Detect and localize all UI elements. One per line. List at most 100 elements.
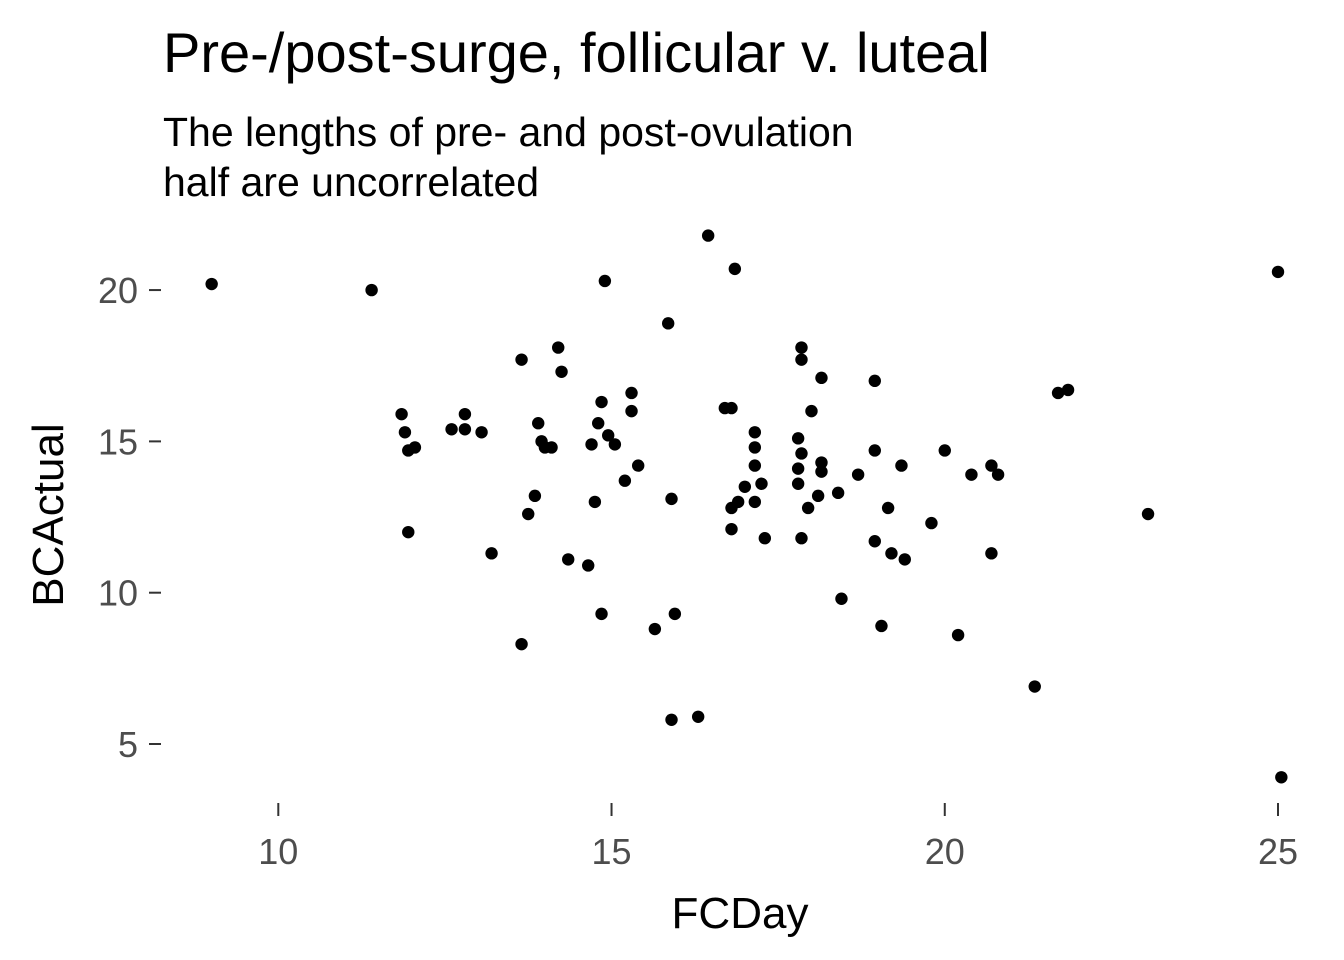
data-point — [668, 607, 682, 621]
data-point — [562, 553, 575, 566]
chart-title: Pre-/post-surge, follicular v. luteal — [163, 21, 990, 84]
data-point — [885, 547, 898, 560]
data-point — [738, 480, 752, 493]
data-point — [805, 404, 818, 418]
data-point — [408, 441, 422, 454]
data-point — [748, 441, 762, 454]
data-point — [748, 459, 762, 472]
data-point — [875, 619, 888, 633]
data-point — [445, 423, 458, 436]
y-tick-label: 5 — [118, 724, 138, 765]
data-point — [815, 456, 828, 469]
data-point — [815, 465, 828, 478]
chart-subtitle-line-2: half are uncorrelated — [163, 159, 539, 205]
chart-subtitle-line-1: The lengths of pre- and post-ovulation — [163, 109, 854, 155]
data-point — [851, 468, 865, 481]
data-point — [795, 353, 808, 366]
data-point — [755, 477, 768, 490]
data-point — [625, 386, 638, 400]
x-axis: 10 15 20 25 — [258, 803, 1298, 872]
data-point — [1061, 383, 1075, 397]
data-point — [398, 426, 412, 439]
y-tick-label: 10 — [98, 573, 138, 614]
data-point — [1028, 680, 1041, 693]
data-point — [791, 432, 805, 445]
data-point — [801, 501, 815, 515]
data-point — [552, 341, 565, 354]
data-point — [528, 489, 542, 503]
data-point — [831, 486, 845, 500]
data-point — [795, 532, 808, 545]
x-tick-label: 20 — [925, 831, 965, 872]
data-point — [748, 426, 762, 439]
data-point — [835, 592, 848, 605]
data-point — [938, 444, 951, 457]
data-point — [925, 516, 938, 530]
data-point — [868, 444, 881, 457]
data-point — [665, 713, 678, 727]
y-axis-title: BCActual — [24, 423, 73, 606]
data-point — [402, 525, 415, 539]
data-point — [582, 559, 595, 572]
data-point — [1141, 507, 1155, 521]
data-point — [665, 492, 678, 506]
data-point — [532, 417, 545, 430]
data-point — [1051, 386, 1065, 400]
data-point — [701, 229, 715, 242]
data-point — [365, 283, 378, 297]
data-point — [748, 495, 762, 509]
x-axis-title: FCDay — [672, 889, 809, 938]
data-point — [588, 495, 602, 509]
data-point — [395, 407, 408, 421]
data-point — [691, 710, 705, 723]
data-point — [725, 522, 738, 536]
data-point — [522, 507, 535, 521]
data-point — [881, 501, 895, 515]
data-point — [991, 468, 1005, 481]
data-point — [758, 532, 772, 545]
data-point — [985, 547, 998, 560]
data-point — [815, 371, 828, 385]
data-point — [515, 637, 528, 651]
data-point — [895, 459, 908, 472]
data-point — [728, 262, 742, 276]
data-point — [795, 447, 808, 460]
data-point — [608, 438, 622, 451]
data-point — [515, 353, 528, 366]
data-point — [592, 417, 605, 430]
data-point — [1275, 771, 1288, 784]
data-point — [595, 395, 608, 409]
data-point — [585, 438, 598, 451]
data-point — [898, 553, 911, 566]
data-point — [555, 365, 568, 378]
x-tick-label: 15 — [592, 831, 632, 872]
data-point — [868, 535, 881, 548]
data-point — [731, 495, 745, 509]
data-point — [965, 468, 978, 481]
data-point — [485, 547, 498, 560]
data-point — [625, 404, 638, 418]
data-point — [458, 423, 472, 436]
x-tick-label: 10 — [258, 831, 298, 872]
data-point — [648, 622, 662, 636]
y-axis: 5 10 15 20 — [98, 270, 161, 765]
data-point — [1271, 265, 1285, 279]
x-tick-label: 25 — [1258, 831, 1298, 872]
data-point — [661, 317, 675, 330]
data-point — [791, 462, 805, 475]
data-point — [458, 407, 472, 421]
data-point — [595, 607, 608, 621]
data-point — [618, 474, 632, 487]
data-point — [205, 277, 218, 291]
data-point — [545, 441, 558, 454]
data-point — [795, 341, 808, 354]
data-point — [725, 401, 738, 415]
data-point — [951, 628, 965, 642]
data-point — [791, 477, 805, 490]
y-tick-label: 15 — [98, 421, 138, 462]
data-points — [205, 229, 1288, 784]
data-point — [602, 429, 615, 442]
y-tick-label: 20 — [98, 270, 138, 311]
data-point — [985, 459, 998, 472]
